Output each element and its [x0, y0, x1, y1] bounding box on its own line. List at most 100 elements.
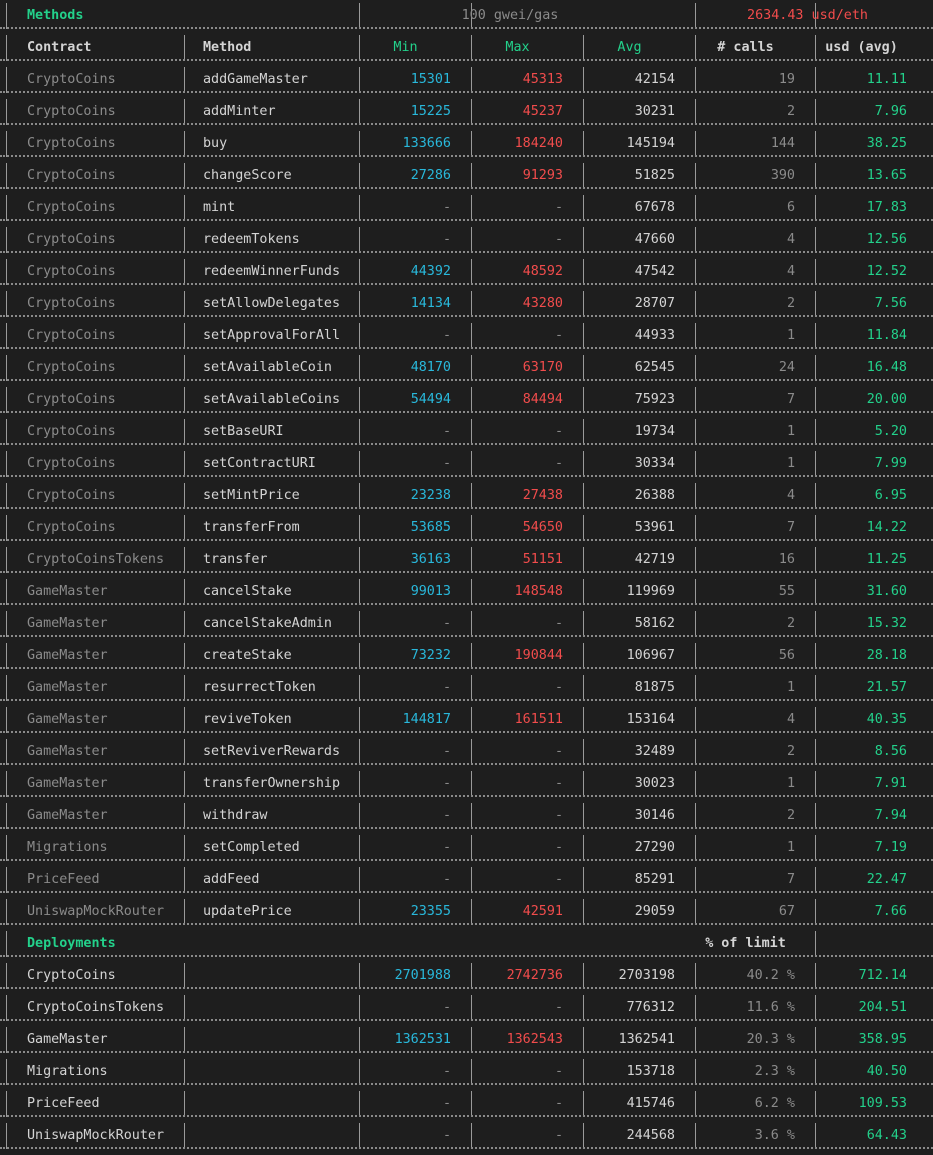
column-separator — [815, 739, 816, 765]
deployment-percent-of-limit: 3.6 % — [754, 1128, 795, 1143]
contract-name: CryptoCoins — [27, 296, 116, 311]
avg-gas: 51825 — [634, 168, 675, 183]
column-separator — [359, 67, 360, 93]
contract-name: GameMaster — [27, 712, 108, 727]
column-separator — [359, 195, 360, 221]
avg-gas: 106967 — [626, 648, 675, 663]
column-separator — [6, 675, 7, 701]
usd-avg: 11.84 — [866, 328, 907, 343]
method-name: setContractURI — [203, 456, 316, 471]
percent-of-limit-header: % of limit — [705, 936, 786, 951]
method-name: transfer — [203, 552, 268, 567]
avg-gas: 28707 — [634, 296, 675, 311]
usd-avg: 16.48 — [866, 360, 907, 375]
method-name: setAvailableCoin — [203, 360, 332, 375]
column-separator — [359, 3, 360, 29]
contract-name: GameMaster — [27, 776, 108, 791]
contract-name: GameMaster — [27, 616, 108, 631]
column-separator — [359, 515, 360, 541]
deployment-contract-name: GameMaster — [27, 1032, 108, 1047]
method-name: addGameMaster — [203, 72, 308, 87]
method-row: CryptoCoins changeScore 27286 91293 51825 390… — [0, 160, 933, 192]
deployment-min-gas: - — [442, 1128, 451, 1143]
column-separator — [359, 611, 360, 637]
deployment-max-gas: - — [554, 1064, 563, 1079]
column-separator — [695, 643, 696, 669]
column-separator — [359, 643, 360, 669]
deployment-row: CryptoCoinsTokens - - 776312 11.6 % 204.51 — [0, 992, 933, 1024]
column-separator — [471, 99, 472, 125]
min-gas: - — [442, 776, 451, 791]
method-row: GameMaster transferOwnership - - 30023 1 7.91 — [0, 768, 933, 800]
column-separator — [359, 579, 360, 605]
column-separator — [695, 995, 696, 1021]
column-separator — [184, 547, 185, 573]
column-separator — [815, 995, 816, 1021]
call-count: 2 — [786, 616, 795, 631]
column-separator — [583, 1027, 584, 1053]
column-separator — [184, 867, 185, 893]
column-separator — [583, 67, 584, 93]
avg-gas: 30146 — [634, 808, 675, 823]
column-separator — [695, 451, 696, 477]
contract-name: CryptoCoins — [27, 200, 116, 215]
usd-avg: 7.56 — [874, 296, 907, 311]
column-separator — [359, 323, 360, 349]
contract-name: CryptoCoins — [27, 232, 116, 247]
max-gas: 190844 — [514, 648, 563, 663]
method-row: CryptoCoins setAvailableCoin 48170 63170 625… — [0, 352, 933, 384]
column-separator — [471, 515, 472, 541]
min-gas: 133666 — [402, 136, 451, 151]
column-separator — [583, 771, 584, 797]
column-separator — [6, 99, 7, 125]
column-separator — [815, 35, 816, 61]
deployments-header-row: Deployments % of limit — [0, 928, 933, 960]
deployment-row: UniswapMockRouter - - 244568 3.6 % 64.43 — [0, 1120, 933, 1152]
usd-avg: 31.60 — [866, 584, 907, 599]
call-count: 144 — [770, 136, 795, 151]
deployment-max-gas: - — [554, 1096, 563, 1111]
method-row: CryptoCoins addGameMaster 15301 45313 42154 1… — [0, 64, 933, 96]
column-separator — [184, 643, 185, 669]
column-separator — [6, 899, 7, 925]
column-separator — [184, 131, 185, 157]
method-name: setApprovalForAll — [203, 328, 341, 343]
column-separator — [184, 451, 185, 477]
column-separator — [583, 131, 584, 157]
column-separator — [815, 931, 816, 957]
call-count: 2 — [786, 808, 795, 823]
column-separator — [6, 707, 7, 733]
methods-header-row: Methods 100 gwei/gas 2634.43 usd/eth — [0, 0, 933, 32]
max-gas: 54650 — [522, 520, 563, 535]
column-separator — [695, 835, 696, 861]
column-separator — [471, 547, 472, 573]
column-separator — [471, 483, 472, 509]
deployment-max-gas: - — [554, 1000, 563, 1015]
deployment-usd-avg: 109.53 — [858, 1096, 907, 1111]
column-separator — [471, 1091, 472, 1117]
method-row: GameMaster cancelStakeAdmin - - 58162 2 15.32 — [0, 608, 933, 640]
column-separator — [695, 99, 696, 125]
column-separator — [6, 291, 7, 317]
column-header-usd: usd (avg) — [825, 40, 898, 55]
contract-name: PriceFeed — [27, 872, 100, 887]
avg-gas: 145194 — [626, 136, 675, 151]
column-separator — [583, 515, 584, 541]
column-separator — [583, 323, 584, 349]
method-name: transferOwnership — [203, 776, 341, 791]
column-separator — [815, 355, 816, 381]
column-separator — [471, 643, 472, 669]
usd-avg: 7.66 — [874, 904, 907, 919]
avg-gas: 32489 — [634, 744, 675, 759]
column-separator — [184, 707, 185, 733]
column-separator — [815, 99, 816, 125]
column-header-method: Method — [203, 40, 252, 55]
column-separator — [471, 707, 472, 733]
min-gas: 23238 — [410, 488, 451, 503]
avg-gas: 85291 — [634, 872, 675, 887]
avg-gas: 42154 — [634, 72, 675, 87]
method-row: CryptoCoinsTokens transfer 36163 51151 42719… — [0, 544, 933, 576]
column-separator — [471, 195, 472, 221]
method-name: setMintPrice — [203, 488, 300, 503]
method-row: CryptoCoins transferFrom 53685 54650 53961 7 1… — [0, 512, 933, 544]
